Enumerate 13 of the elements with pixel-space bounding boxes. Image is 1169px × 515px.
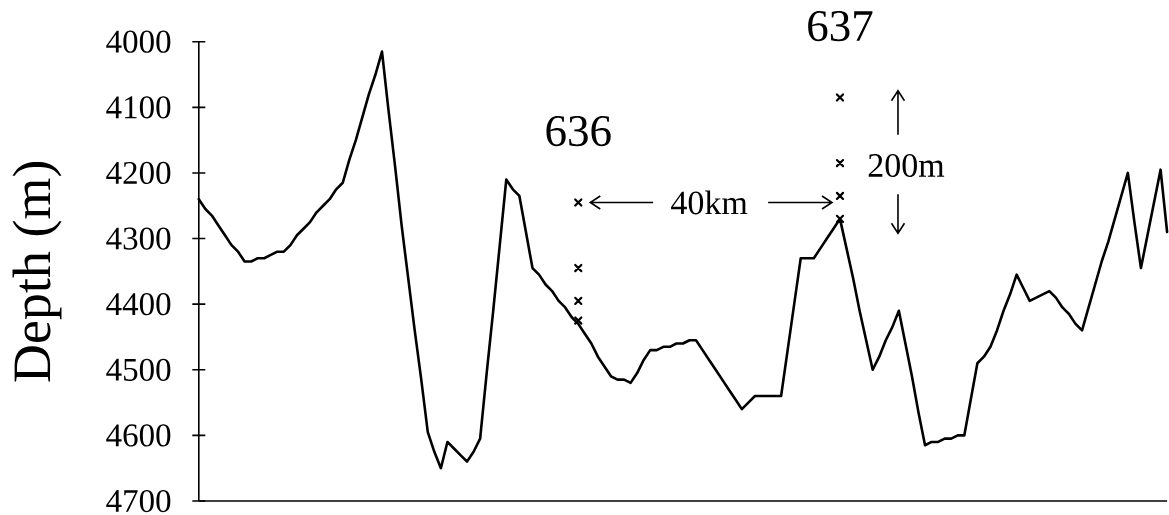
y-tick-label: 4200: [106, 161, 171, 185]
annotation: 200m: [868, 154, 945, 177]
x-tick-label: 637: [808, 10, 873, 42]
x-tick-label: 636: [546, 115, 611, 147]
y-axis-title: Depth (m): [12, 162, 62, 382]
y-tick-label: 4500: [106, 358, 171, 381]
y-tick-label: 4400: [106, 293, 171, 316]
y-tick-label: 4100: [106, 96, 171, 119]
y-tick-label: 4000: [106, 30, 171, 53]
y-tick-label: 4600: [106, 424, 171, 447]
y-tick-label: 4700: [106, 489, 171, 513]
y-tick-label: 4300: [106, 227, 171, 250]
annotation: 40km: [671, 190, 748, 215]
